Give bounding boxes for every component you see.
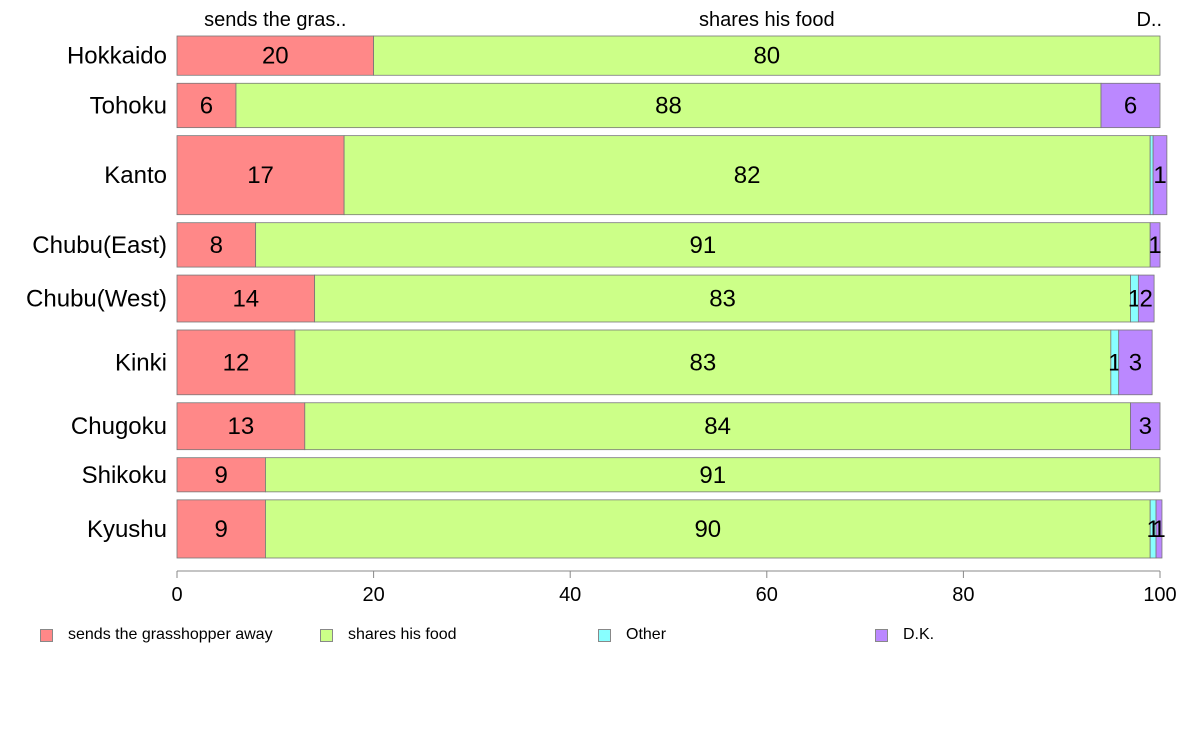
data-label: 3 <box>1129 349 1142 376</box>
legend-label: D.K. <box>903 626 935 643</box>
data-label: 90 <box>694 516 721 543</box>
bar-segment <box>176 274 316 323</box>
data-label: 8 <box>210 232 223 259</box>
bar-segment <box>235 82 1102 129</box>
data-label: 13 <box>228 413 255 440</box>
category-label: Kinki <box>115 349 167 376</box>
data-label: 80 <box>753 43 780 70</box>
category-label: Chubu(East) <box>32 232 167 259</box>
bar-segment <box>176 329 296 396</box>
bar-segment <box>343 135 1151 216</box>
bar-segment <box>1118 329 1153 396</box>
legend-item: sends the grasshopper away <box>40 626 273 644</box>
data-label: 1 <box>1153 162 1166 189</box>
category-label: Tohoku <box>90 92 167 119</box>
data-label: 3 <box>1139 413 1152 440</box>
legend-label: Other <box>626 626 667 643</box>
legend-item: D.K. <box>875 626 934 644</box>
data-label: 91 <box>699 462 726 489</box>
data-label: 1 <box>1128 286 1141 313</box>
legend-swatch <box>598 628 611 642</box>
bar-segment <box>314 274 1131 323</box>
data-label: 14 <box>232 286 259 313</box>
category-label: Shikoku <box>82 462 167 489</box>
data-label: 20 <box>262 43 289 70</box>
category-label: Chubu(West) <box>26 286 167 313</box>
category-label: Chugoku <box>71 413 167 440</box>
legend-swatch <box>875 628 888 642</box>
legend-item: shares his food <box>320 626 457 644</box>
data-label: 83 <box>690 349 717 376</box>
bar-segment <box>176 499 266 559</box>
legend-swatch <box>320 628 333 642</box>
data-label: 6 <box>1124 92 1137 119</box>
legend-swatch <box>40 628 53 642</box>
bar-segment <box>1155 499 1163 559</box>
bar-segment <box>304 402 1131 451</box>
bar-segment <box>265 457 1161 493</box>
data-label: 1 <box>1148 232 1161 259</box>
data-label: 82 <box>734 162 761 189</box>
x-tick-label: 80 <box>952 584 974 606</box>
legend-label: shares his food <box>348 626 457 643</box>
bar-segment <box>176 35 375 76</box>
bar-segment <box>176 457 266 493</box>
data-label: 91 <box>690 232 717 259</box>
data-label: 6 <box>200 92 213 119</box>
top-column-label: shares his food <box>699 9 835 31</box>
top-column-label: sends the gras.. <box>204 9 346 31</box>
bar-segment <box>1149 222 1161 268</box>
data-label: 88 <box>655 92 682 119</box>
data-label: 83 <box>709 286 736 313</box>
category-label: Kyushu <box>87 516 167 543</box>
top-column-label: D.. <box>1136 9 1162 31</box>
x-tick-label: 100 <box>1143 584 1176 606</box>
bar-segment <box>265 499 1151 559</box>
x-tick-label: 0 <box>171 584 182 606</box>
data-label: 2 <box>1140 286 1153 313</box>
category-label: Kanto <box>104 162 167 189</box>
data-label: 1 <box>1152 516 1165 543</box>
bar-segment <box>373 35 1161 76</box>
x-tick-label: 40 <box>559 584 581 606</box>
data-label: 84 <box>704 413 731 440</box>
bar-segment <box>1100 82 1161 129</box>
x-tick-label: 60 <box>756 584 778 606</box>
legend-item: Other <box>598 626 666 644</box>
category-label: Hokkaido <box>67 43 167 70</box>
bar-segment <box>255 222 1151 268</box>
data-label: 9 <box>215 462 228 489</box>
data-label: 1 <box>1108 349 1121 376</box>
bar-segment <box>1152 135 1168 216</box>
bar-segment <box>1137 274 1155 323</box>
chart-legend: sends the grasshopper away shares his foo… <box>0 620 1188 650</box>
bar-segment <box>176 222 257 268</box>
data-label: 9 <box>215 516 228 543</box>
data-label: 12 <box>223 349 250 376</box>
bar-segment <box>176 402 306 451</box>
bar-segment <box>1130 402 1161 451</box>
legend-label: sends the grasshopper away <box>68 626 273 643</box>
x-tick-label: 20 <box>362 584 384 606</box>
data-label: 17 <box>247 162 274 189</box>
bar-segment <box>176 135 345 216</box>
bar-segment <box>176 82 237 129</box>
